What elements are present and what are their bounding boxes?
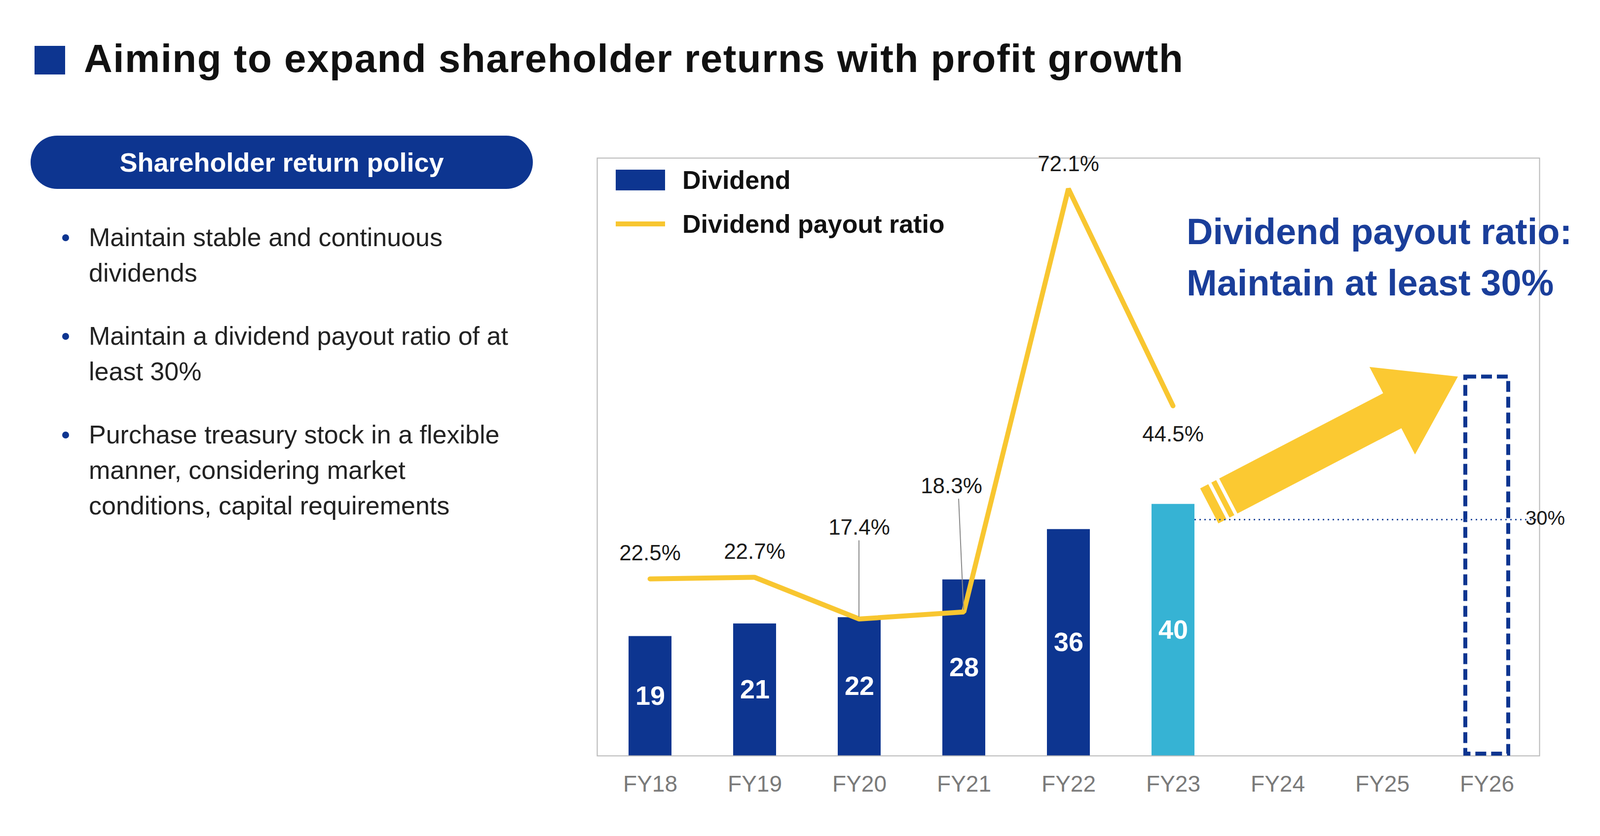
svg-text:19: 19 [635,680,666,711]
html-text:Maintain stable and continuous: Maintain stable and continuous dividends [88,223,443,288]
svg-text:22.5%: 22.5% [619,540,681,565]
svg-text:FY21: FY21 [936,771,992,797]
html-text:Dividend payout ratio: Dividend payout ratio [682,209,945,239]
svg-text:18.3%: 18.3% [920,473,983,498]
svg-text:FY22: FY22 [1041,771,1096,797]
svg-text:28: 28 [949,652,979,682]
svg-text:22: 22 [844,670,875,701]
svg-text:22.7%: 22.7% [723,539,786,564]
html-text:Purchase treasury stock in a f: Purchase treasury stock in a flexible ma… [88,420,500,521]
svg-text:17.4%: 17.4% [828,515,891,540]
html-text:Maintain at least 30%: Maintain at least 30% [1186,262,1554,304]
html-text:Dividend: Dividend [682,165,791,195]
svg-text:FY24: FY24 [1250,771,1305,797]
svg-text:FY19: FY19 [727,771,782,797]
svg-text:FY26: FY26 [1459,771,1515,797]
svg-text:21: 21 [740,674,770,705]
html-text:Dividend payout ratio:: Dividend payout ratio: [1186,211,1572,253]
html-text:Shareholder return policy: Shareholder return policy [119,147,444,178]
html-text:Maintain a dividend payout rat: Maintain a dividend payout ratio of at l… [88,321,509,386]
svg-text:36: 36 [1053,627,1084,657]
svg-text:72.1%: 72.1% [1037,151,1100,176]
svg-text:FY18: FY18 [623,771,678,797]
html-text:Aiming to expand shareholder r: Aiming to expand shareholder returns wit… [83,36,1184,81]
svg-text:FY25: FY25 [1355,771,1410,797]
svg-text:44.5%: 44.5% [1142,421,1204,447]
svg-text:FY20: FY20 [832,771,887,797]
svg-text:40: 40 [1158,614,1189,645]
svg-text:30%: 30% [1525,507,1565,529]
svg-text:FY23: FY23 [1146,771,1201,797]
